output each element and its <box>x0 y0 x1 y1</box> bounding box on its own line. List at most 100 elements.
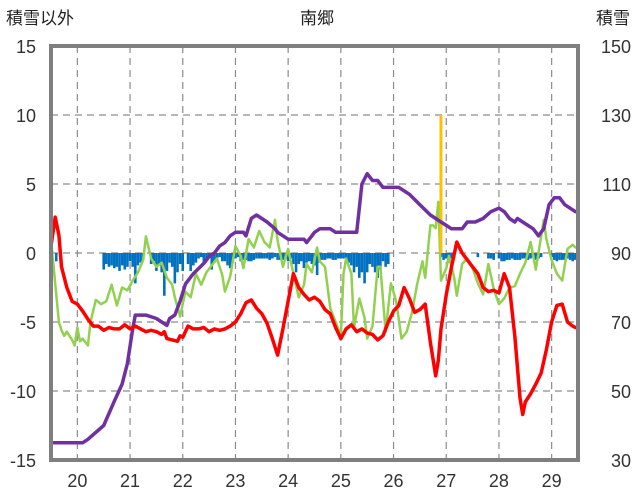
bar-27 <box>176 253 179 273</box>
bar-143 <box>574 253 577 260</box>
bar-101 <box>373 253 377 273</box>
bar-5 <box>112 253 116 269</box>
bar-6 <box>115 253 119 267</box>
bar-37 <box>205 253 208 260</box>
bar-63 <box>273 253 277 258</box>
bar-31 <box>189 253 192 271</box>
bar-121 <box>508 253 511 260</box>
bar-113 <box>476 253 480 258</box>
line-series-green <box>49 200 577 347</box>
bar-90 <box>344 253 348 259</box>
bar-29 <box>181 253 185 271</box>
right-tick-label: 30 <box>611 451 631 471</box>
bar-111 <box>450 253 453 259</box>
x-tick-label: 24 <box>278 471 298 491</box>
bar-127 <box>524 253 527 259</box>
x-tick-label: 23 <box>225 471 245 491</box>
bar-1 <box>102 253 105 270</box>
line-series-red <box>49 215 580 417</box>
x-tick-label: 25 <box>331 471 351 491</box>
bar-46 <box>228 253 232 269</box>
bar-58 <box>260 253 264 259</box>
right-axis-title: 積雪 <box>596 9 630 29</box>
bar-62 <box>271 253 274 259</box>
right-tick-label: 50 <box>611 382 631 402</box>
bar-2 <box>105 253 108 265</box>
bar-139 <box>563 253 567 260</box>
bar-89 <box>342 253 345 259</box>
bar-95 <box>357 253 361 278</box>
bar-135 <box>552 253 556 260</box>
bar-9 <box>123 253 127 270</box>
bar-12 <box>131 253 134 267</box>
bar-73 <box>300 253 303 262</box>
bar-75 <box>305 253 308 263</box>
bar-0 <box>54 253 58 262</box>
blue-bar-series <box>54 253 577 296</box>
bar-93 <box>352 253 356 273</box>
bar-123 <box>513 253 517 260</box>
bar-124 <box>516 253 519 260</box>
bar-49 <box>236 253 240 258</box>
chart-title: 南郷 <box>300 9 334 29</box>
bar-43 <box>220 253 224 262</box>
bar-19 <box>155 253 158 271</box>
left-tick-label: -5 <box>20 313 36 333</box>
bar-25 <box>170 253 174 267</box>
bar-39 <box>210 253 214 270</box>
bar-104 <box>381 253 385 262</box>
bar-79 <box>315 253 319 276</box>
left-tick-label: -15 <box>10 451 36 471</box>
bar-141 <box>568 253 572 260</box>
left-tick-label: 5 <box>26 175 36 195</box>
bar-61 <box>268 253 272 260</box>
bar-120 <box>505 253 509 260</box>
line-series <box>49 115 580 445</box>
left-axis-title: 積雪以外 <box>6 9 74 29</box>
bar-81 <box>321 253 324 260</box>
bar-137 <box>558 253 561 260</box>
bar-11 <box>128 253 132 262</box>
bar-99 <box>368 253 372 265</box>
bar-98 <box>365 253 369 273</box>
bar-20 <box>157 253 161 266</box>
bar-77 <box>310 253 314 265</box>
bar-23 <box>165 253 169 271</box>
bar-105 <box>384 253 387 267</box>
bar-42 <box>218 253 221 258</box>
bar-96 <box>360 253 364 273</box>
bar-115 <box>489 253 493 259</box>
bar-133 <box>539 253 543 258</box>
right-tick-label: 130 <box>601 106 631 126</box>
right-tick-label: 150 <box>601 37 631 57</box>
bar-126 <box>521 253 524 259</box>
bar-35 <box>199 253 203 258</box>
bar-87 <box>336 253 340 259</box>
bar-142 <box>571 253 575 262</box>
x-axis-ticks: 20 21 22 23 24 25 26 27 28 29 <box>67 471 561 491</box>
bar-129 <box>529 253 532 259</box>
bar-92 <box>350 253 353 266</box>
bar-74 <box>302 253 306 269</box>
bar-18 <box>152 253 156 262</box>
bar-4 <box>110 253 113 266</box>
bar-136 <box>555 253 559 262</box>
x-tick-label: 22 <box>173 471 193 491</box>
x-tick-label: 26 <box>384 471 404 491</box>
bar-106 <box>386 253 390 265</box>
bar-59 <box>263 253 266 259</box>
bar-14 <box>136 253 140 266</box>
right-tick-label: 70 <box>611 313 631 333</box>
bar-109 <box>444 253 448 259</box>
bar-36 <box>202 253 206 265</box>
left-axis-ticks: 15 10 5 0 -5 -10 -15 <box>10 37 36 471</box>
bar-26 <box>173 253 177 284</box>
bar-125 <box>518 253 522 260</box>
bar-83 <box>326 253 329 259</box>
bar-28 <box>178 253 182 265</box>
bar-85 <box>331 253 335 260</box>
bar-44 <box>223 253 227 262</box>
bar-114 <box>487 253 490 259</box>
bar-82 <box>323 253 327 260</box>
